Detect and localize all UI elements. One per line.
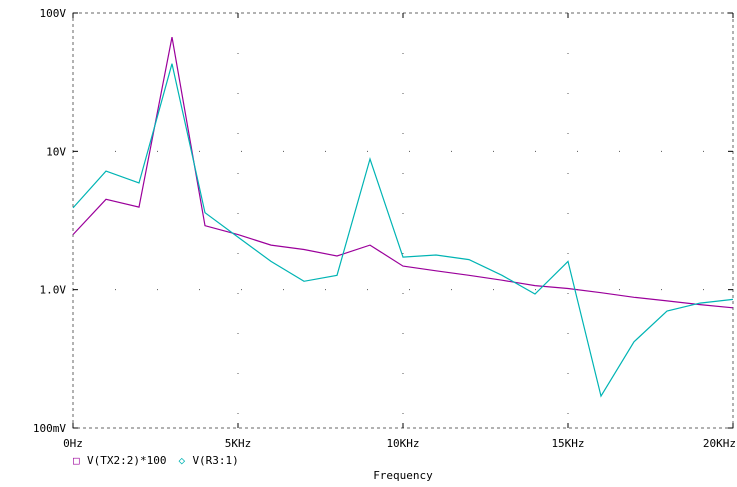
series-line-1 [72,36,734,309]
legend-label-2: V(R3:1) [192,454,238,467]
x-tick-label: 15KHz [551,437,584,450]
legend-marker-2: ◇ [178,454,185,467]
legend-label-1: V(TX2:2)*100 [87,454,166,467]
plot-frame [72,12,734,429]
series-line-2 [72,63,734,398]
series-lines [72,36,734,398]
x-tick-label: 10KHz [386,437,419,450]
x-tick-label: 5KHz [225,437,252,450]
x-tick-label: 0Hz [63,437,83,450]
tick-labels: 0Hz 5KHz 10KHz 15KHz 20KHz 100mV 1.0V 10V 100V [33,7,736,450]
y-tick-label: 10V [46,145,66,158]
grid [73,13,733,428]
legend-marker-1: □ [73,454,80,467]
plot-border [72,12,734,429]
x-tick-label: 20KHz [703,437,736,450]
x-axis-label: Frequency [373,469,433,482]
y-tick-label: 100mV [33,422,66,435]
y-tick-label: 100V [40,7,67,20]
legend: □ V(TX2:2)*100 ◇ V(R3:1) [73,454,239,467]
y-tick-label: 1.0V [40,284,67,297]
